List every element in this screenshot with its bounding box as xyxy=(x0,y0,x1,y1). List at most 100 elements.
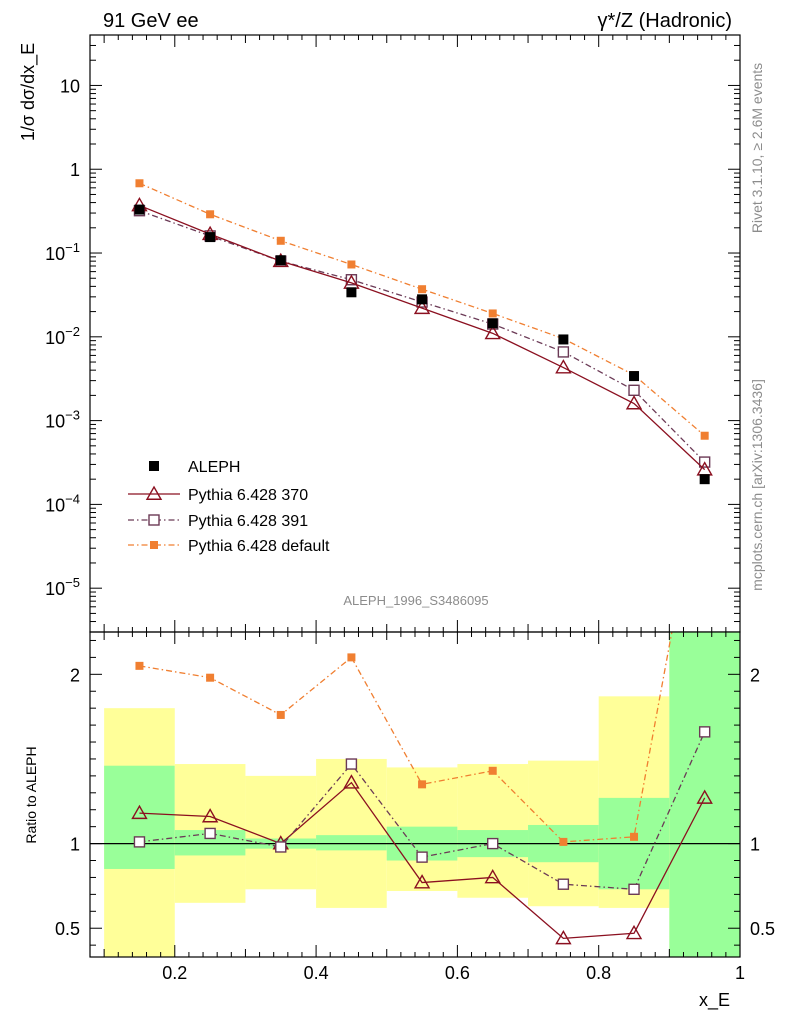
ratio-point-p370 xyxy=(696,789,713,804)
main-point-pdefault xyxy=(135,179,144,188)
band-outer-bin xyxy=(245,775,317,890)
main-point-pdefault xyxy=(418,285,427,294)
y-tick-base: 10 xyxy=(45,495,65,515)
ratio-point-p391 xyxy=(698,726,711,738)
main-point-aleph xyxy=(487,318,498,329)
main-line-p391 xyxy=(139,210,706,463)
ratio-y-tick-label-right: 1 xyxy=(750,835,760,855)
ratio-point-pdefault xyxy=(488,766,497,775)
main-point-pdefault xyxy=(347,260,356,269)
main-point-aleph xyxy=(629,371,640,382)
y-tick-exponent: −5 xyxy=(65,575,80,590)
ratio-point-p391 xyxy=(345,758,358,770)
ratio-point-p391 xyxy=(275,841,287,853)
main-line-p370 xyxy=(139,204,706,471)
ratio-point-pdefault xyxy=(559,837,568,846)
y-tick-exponent: −3 xyxy=(65,408,80,423)
header-process-label: γ*/Z (Hadronic) xyxy=(598,10,732,32)
legend-marker-p370 xyxy=(145,485,163,500)
y-tick-label: 10 xyxy=(60,76,80,96)
rivet-version-label: Rivet 3.1.10, ≥ 2.6M events xyxy=(749,63,765,233)
y-tick-exponent: −4 xyxy=(65,491,80,506)
main-point-p370 xyxy=(413,299,431,315)
ratio-series xyxy=(131,632,713,945)
ratio-point-p370 xyxy=(343,774,360,789)
legend-label-pdefault: Pythia 6.428 default xyxy=(188,538,330,555)
main-point-aleph xyxy=(275,255,286,266)
ratio-y-tick-label-right: 2 xyxy=(750,665,760,685)
ratio-point-p391 xyxy=(557,878,570,890)
y-tick-label: 10−3 xyxy=(45,408,80,432)
ratio-point-p391 xyxy=(487,837,499,850)
x-tick-label: 0.8 xyxy=(586,963,611,983)
main-point-p370 xyxy=(484,324,501,340)
main-ylabel: 1/σ dσ/dx_E xyxy=(18,43,39,141)
main-point-p370 xyxy=(625,395,643,410)
main-point-pdefault xyxy=(206,210,215,219)
y-tick-base: 10 xyxy=(45,244,65,264)
y-tick-exponent: −1 xyxy=(65,240,80,255)
ratio-point-p391 xyxy=(628,883,640,895)
legend-marker-aleph xyxy=(149,461,159,471)
main-point-p391 xyxy=(628,384,640,396)
main-point-pdefault xyxy=(700,431,709,440)
ratio-y-tick-label: 1 xyxy=(70,835,80,855)
ratio-ylabel: Ratio to ALEPH xyxy=(23,746,39,843)
band-outer-bin xyxy=(316,758,387,908)
y-tick-label: 10−2 xyxy=(45,324,80,348)
main-point-aleph xyxy=(205,232,216,243)
y-tick-exponent: −2 xyxy=(65,324,80,339)
legend: ALEPH Pythia 6.428 370 Pythia 6.428 391 Pyt… xyxy=(128,459,330,555)
mcplots-label: mcplots.cern.ch [arXiv:1306.3436] xyxy=(749,379,765,591)
legend-label-p391: Pythia 6.428 391 xyxy=(188,513,308,530)
ratio-point-p370 xyxy=(131,804,148,820)
main-ylabel-text: 1/σ dσ/dx_E xyxy=(18,43,39,141)
legend-marker-pdefault xyxy=(150,541,158,549)
ratio-panel: 0.2 0.4 0.6 0.8 1 2 2 1 1 0.5 0.5 xyxy=(55,631,775,983)
y-tick-label: 1 xyxy=(70,160,80,180)
main-point-pdefault xyxy=(276,236,285,245)
ratio-line-p370 xyxy=(139,781,706,940)
ratio-point-pdefault xyxy=(135,661,144,670)
ratio-point-pdefault xyxy=(347,653,356,662)
main-point-p370 xyxy=(555,359,572,374)
band-inner-bin xyxy=(669,632,740,957)
legend-label-p370: Pythia 6.428 370 xyxy=(188,487,308,504)
main-point-p391 xyxy=(557,346,570,358)
band-inner-bin xyxy=(104,765,175,869)
legend-marker-p391 xyxy=(148,514,160,526)
header-energy-label: 91 GeV ee xyxy=(103,10,199,32)
x-tick-label: 0.6 xyxy=(445,963,470,983)
ratio-point-pdefault xyxy=(630,832,639,841)
band-inner-bin xyxy=(316,835,387,851)
ratio-point-p370 xyxy=(201,808,219,823)
analysis-id-label: ALEPH_1996_S3486095 xyxy=(343,593,488,608)
uncertainty-bands xyxy=(104,632,740,957)
ratio-point-pdefault xyxy=(276,710,285,719)
x-tick-label: 0.2 xyxy=(162,963,187,983)
ratio-point-p391 xyxy=(133,836,146,848)
ratio-y-tick-label: 0.5 xyxy=(55,919,80,939)
y-tick-base: 10 xyxy=(45,412,65,432)
ratio-point-pdefault xyxy=(206,673,215,682)
y-tick-label: 10−4 xyxy=(45,491,80,515)
ratio-xlabel: x_E xyxy=(699,990,730,1011)
main-point-aleph xyxy=(558,334,569,345)
ratio-point-pdefault xyxy=(418,780,427,789)
y-tick-base: 10 xyxy=(45,328,65,348)
y-tick-label: 10−5 xyxy=(45,575,80,599)
x-tick-label: 0.4 xyxy=(304,963,329,983)
ratio-point-p370 xyxy=(555,929,572,945)
main-point-aleph xyxy=(699,474,710,485)
ratio-point-p391 xyxy=(416,851,428,863)
ratio-point-p391 xyxy=(204,827,216,840)
main-point-aleph xyxy=(346,287,357,298)
legend-label-aleph: ALEPH xyxy=(188,459,240,476)
main-point-aleph xyxy=(417,294,428,305)
ratio-point-p370 xyxy=(413,874,431,889)
ratio-y-tick-label: 2 xyxy=(70,665,80,685)
main-point-pdefault xyxy=(488,309,497,318)
ratio-y-tick-label-right: 0.5 xyxy=(750,919,775,939)
